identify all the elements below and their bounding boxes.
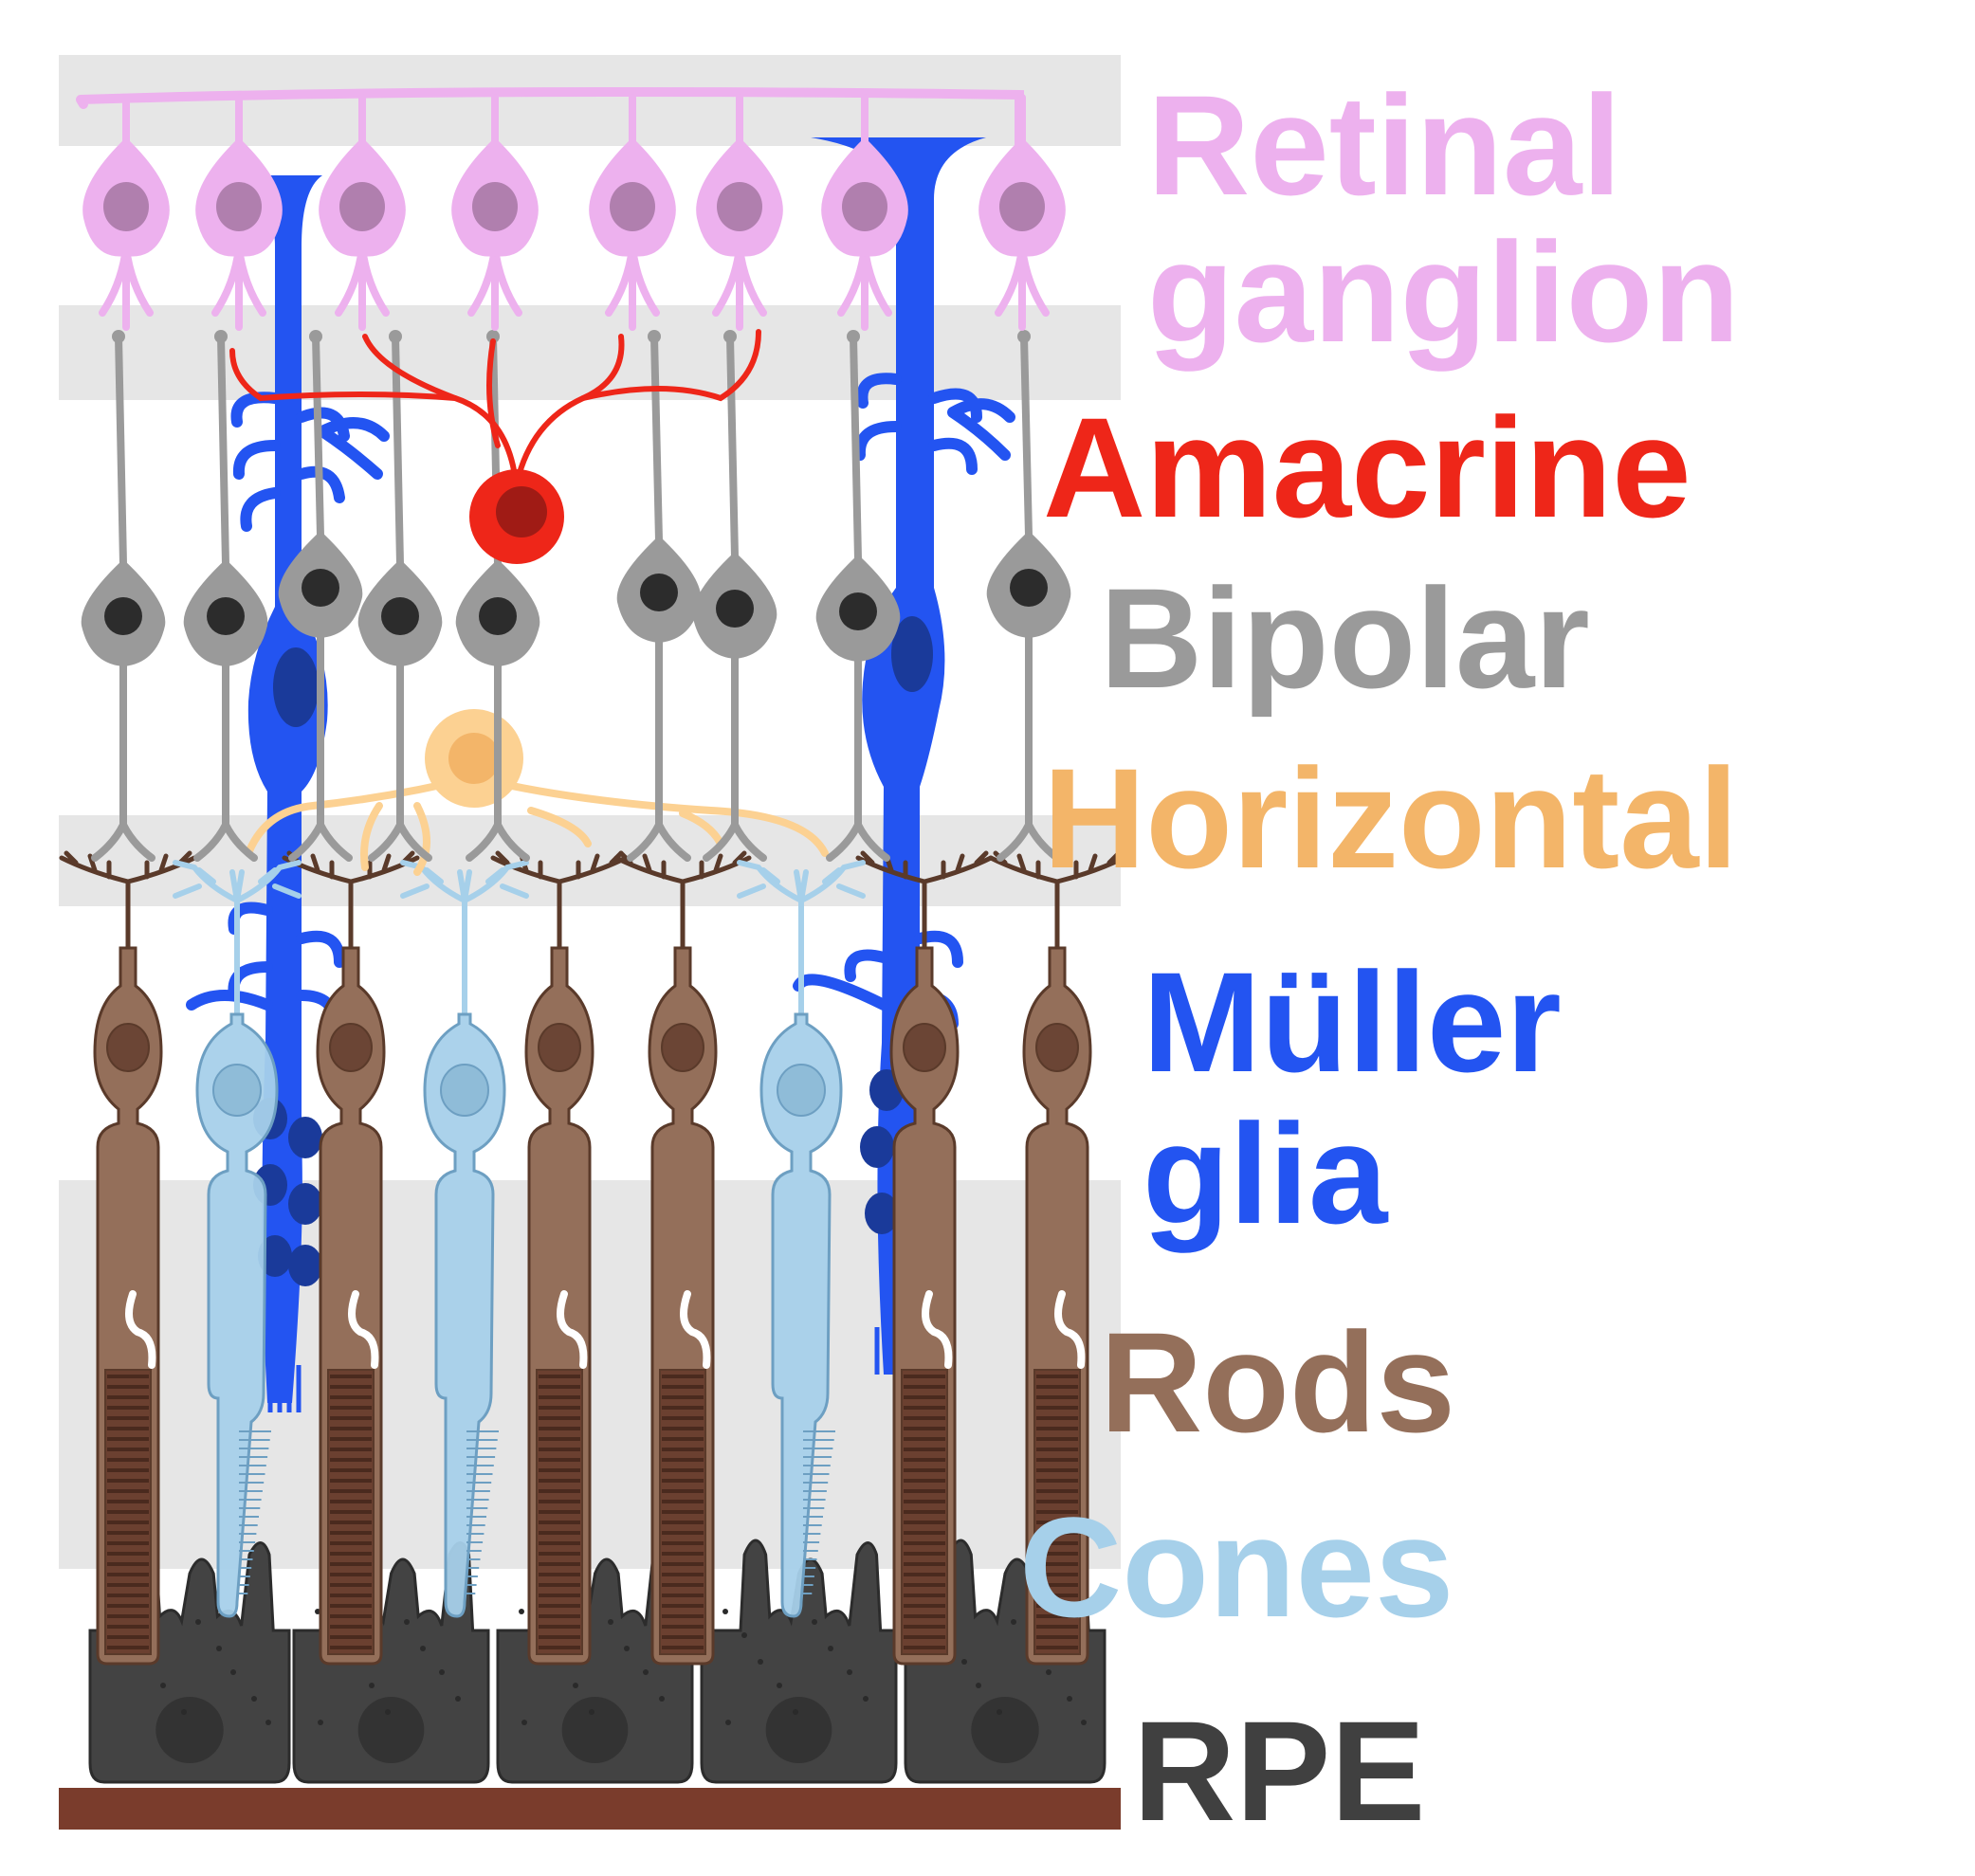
- rods-layer: [59, 850, 1126, 1666]
- cone-outer-segment: [239, 1430, 271, 1594]
- label-bipolar: Bipolar: [1100, 558, 1590, 718]
- bipolar-layer: [81, 330, 1071, 862]
- ganglion-cell-icon: [696, 94, 783, 331]
- ganglion-nucleus: [999, 182, 1045, 231]
- rod-nucleus: [538, 1023, 581, 1072]
- cone-outer-segment: [803, 1430, 835, 1594]
- cone-cell-icon: [173, 860, 302, 1618]
- rpe-nucleus: [357, 1697, 425, 1763]
- rpe-nucleus: [155, 1697, 224, 1763]
- label-horizontal: Horizontal: [1043, 738, 1738, 898]
- rpe-cell-icon: [700, 1539, 898, 1784]
- horizontal-nucleus: [448, 733, 500, 784]
- cone-nucleus: [212, 1064, 262, 1117]
- rod-outer-segment: [327, 1369, 375, 1655]
- label-rods: Rods: [1100, 1302, 1455, 1462]
- amacrine-nucleus: [496, 486, 547, 537]
- bipolar-cell-icon: [278, 330, 363, 862]
- ganglion-cell-icon: [195, 94, 283, 331]
- label-retinal: Retinal: [1147, 65, 1621, 225]
- amacrine-cell-icon: [229, 329, 761, 564]
- rod-nucleus: [329, 1023, 373, 1072]
- rpe-nucleus: [561, 1697, 629, 1763]
- bruch-membrane: [59, 1788, 1121, 1830]
- label-ganglion: ganglion: [1147, 212, 1740, 372]
- label-cones: Cones: [1019, 1487, 1454, 1647]
- rpe-nucleus: [765, 1697, 832, 1763]
- ganglion-nucleus: [472, 182, 518, 231]
- rod-nucleus: [1035, 1023, 1079, 1072]
- muller-glia-icon: [793, 137, 1015, 1375]
- rod-outer-segment: [659, 1369, 706, 1655]
- rod-nucleus: [903, 1023, 946, 1072]
- rod-cell-icon: [282, 850, 420, 1666]
- ganglion-nucleus: [103, 182, 149, 231]
- cone-body: [759, 1012, 843, 1618]
- cone-cell-icon: [400, 860, 529, 1618]
- bipolar-nucleus: [839, 592, 877, 630]
- cone-body: [423, 1012, 506, 1618]
- bipolar-nucleus: [381, 597, 419, 635]
- cone-nucleus: [440, 1064, 489, 1117]
- bipolar-cell-icon: [986, 330, 1071, 862]
- cone-cell-icon: [737, 860, 866, 1618]
- rod-outer-segment: [104, 1369, 152, 1655]
- bipolar-nucleus: [104, 597, 142, 635]
- rod-cell-icon: [988, 850, 1126, 1666]
- bipolar-nucleus: [716, 590, 754, 628]
- label-glia: glia: [1143, 1094, 1389, 1253]
- bipolar-nucleus: [1010, 569, 1048, 607]
- bipolar-cell-icon: [455, 330, 540, 862]
- ganglion-cell-icon: [821, 94, 908, 331]
- rod-nucleus: [106, 1023, 150, 1072]
- rod-outer-segment: [901, 1369, 948, 1655]
- bipolar-cell-icon: [815, 330, 901, 862]
- ganglion-cell-icon: [319, 94, 406, 331]
- muller-nucleus: [273, 647, 319, 727]
- ganglion-cell-icon: [978, 94, 1066, 331]
- ganglion-cell-icon: [451, 94, 539, 331]
- bipolar-cell-icon: [81, 330, 166, 862]
- cone-nucleus: [777, 1064, 826, 1117]
- ganglion-nucleus: [216, 182, 262, 231]
- ganglion-layer: [76, 86, 1066, 331]
- bipolar-nucleus: [302, 569, 339, 607]
- rod-outer-segment: [536, 1369, 583, 1655]
- label-muller: Müller: [1143, 942, 1562, 1102]
- bipolar-nucleus: [479, 597, 517, 635]
- label-rpe: RPE: [1133, 1691, 1425, 1850]
- rod-nucleus: [661, 1023, 704, 1072]
- bipolar-cell-icon: [616, 330, 702, 862]
- cone-outer-segment: [466, 1430, 499, 1594]
- bipolar-nucleus: [207, 597, 245, 635]
- ganglion-nucleus: [610, 182, 655, 231]
- bipolar-cell-icon: [692, 330, 777, 862]
- cone-body: [195, 1012, 279, 1618]
- bipolar-nucleus: [640, 574, 678, 611]
- ganglion-nucleus: [842, 182, 887, 231]
- cones-layer: [173, 860, 866, 1618]
- ganglion-nucleus: [717, 182, 762, 231]
- muller-glia-group: [186, 137, 1015, 1412]
- ganglion-cell-icon: [82, 94, 170, 331]
- label-amacrine: Amacrine: [1043, 388, 1692, 547]
- rod-cell-icon: [855, 850, 994, 1666]
- ganglion-nucleus: [339, 182, 385, 231]
- muller-nucleus: [891, 616, 933, 692]
- bipolar-cell-icon: [357, 330, 443, 862]
- rod-outer-segment: [1033, 1369, 1081, 1655]
- rod-cell-icon: [490, 850, 629, 1666]
- rod-cell-icon: [59, 850, 197, 1666]
- rpe-nucleus: [971, 1697, 1039, 1763]
- ganglion-cell-icon: [589, 94, 676, 331]
- rod-cell-icon: [613, 850, 752, 1666]
- bipolar-cell-icon: [183, 330, 268, 862]
- cell-type-labels: Retinal ganglion Amacrine Bipolar Horizo…: [1019, 65, 1740, 1850]
